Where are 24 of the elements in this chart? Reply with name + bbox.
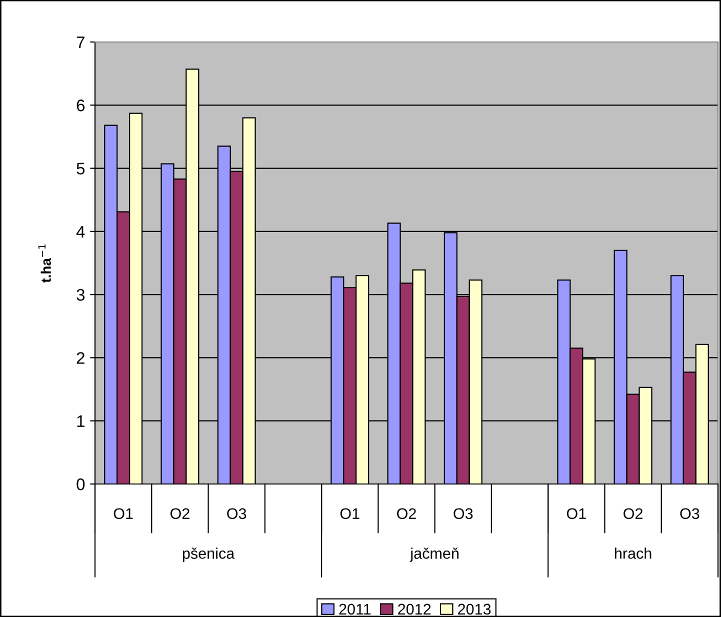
- y-tick-label: 0: [76, 478, 85, 490]
- x-tick-label: O1: [114, 508, 133, 520]
- text: pšenica: [182, 548, 235, 562]
- x-tick-label: O2: [624, 508, 642, 520]
- x-tick-label: O1: [566, 508, 586, 520]
- y-tick-label: 1: [77, 415, 84, 427]
- y-tick-label: 7: [76, 36, 84, 48]
- x-tick-label: O2: [170, 508, 190, 520]
- legend-label: 2013: [458, 604, 491, 615]
- legend-label: 2012: [398, 604, 431, 615]
- x-tick-label: O3: [227, 508, 246, 520]
- y-tick-label: 5: [76, 162, 85, 174]
- x-tick-label: O3: [454, 508, 473, 520]
- x-tick-label: O1: [340, 508, 360, 520]
- y-tick-label: 2: [76, 352, 84, 364]
- legend-label: 2011: [339, 604, 371, 615]
- text: hrach: [615, 548, 652, 559]
- x-tick-label: O3: [680, 508, 700, 520]
- text: jačmeň: [410, 548, 458, 562]
- y-tick-label: 6: [76, 100, 85, 112]
- y-axis-title: t.ha$^{−1}$: [38, 244, 51, 283]
- y-tick-label: 4: [76, 226, 85, 238]
- x-tick-label: O2: [397, 508, 416, 520]
- y-tick-label: 3: [76, 288, 85, 301]
